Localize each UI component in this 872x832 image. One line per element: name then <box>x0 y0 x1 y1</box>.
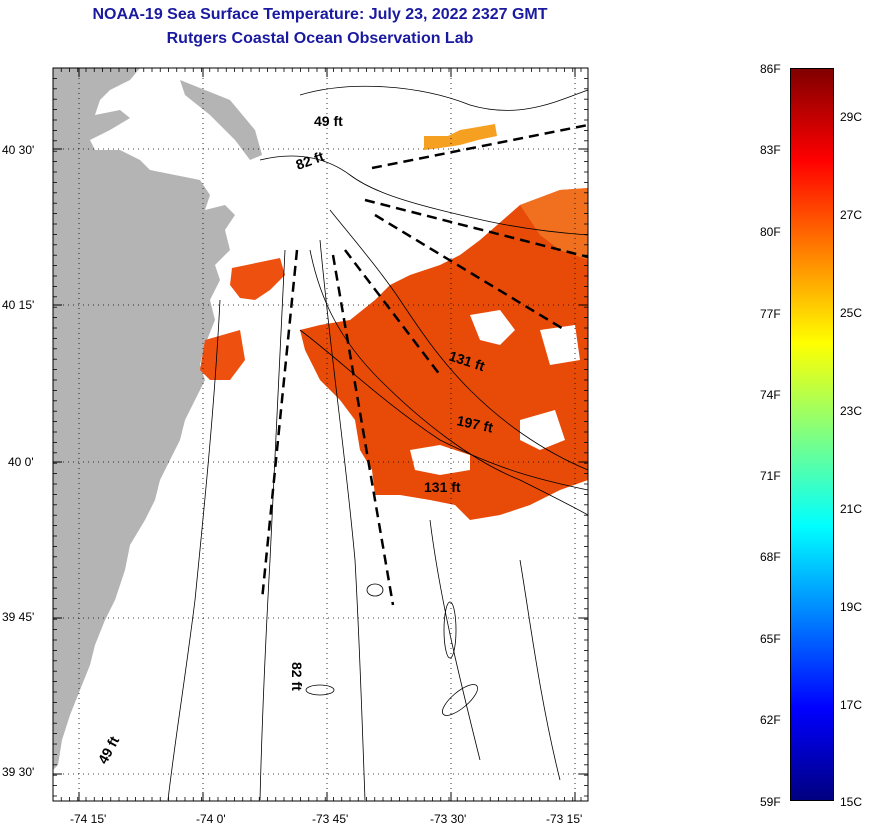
lon-tick-label: -73 30' <box>430 812 467 826</box>
temperature-colorbar <box>790 68 834 801</box>
colorbar-f-label: 59F <box>760 795 781 809</box>
depth-label: 82 ft <box>289 662 305 691</box>
colorbar-c-label: 21C <box>840 502 863 516</box>
sst-patch-coast <box>230 258 285 300</box>
colorbar-f-label: 77F <box>760 307 781 321</box>
lat-tick-label: 40 15' <box>2 298 35 312</box>
lon-tick-label: -73 45' <box>312 812 349 826</box>
map-subtitle: Rutgers Coastal Ocean Observation Lab <box>166 30 474 47</box>
sst-patch-coast-small <box>200 330 245 380</box>
colorbar-c-label: 19C <box>840 600 863 614</box>
colorbar-f-label: 65F <box>760 632 781 646</box>
colorbar-c-label: 15C <box>840 795 863 809</box>
land-spit <box>180 80 262 160</box>
colorbar-c-label: 27C <box>840 208 863 222</box>
bathymetry-contours <box>167 85 589 801</box>
colorbar-c-label: 17C <box>840 698 863 712</box>
colorbar-f-label: 71F <box>760 469 781 483</box>
sst-patch-main <box>300 188 588 520</box>
depth-label: 197 ft <box>455 412 494 435</box>
colorbar-f-label: 74F <box>760 388 781 402</box>
depth-label: 131 ft <box>424 479 461 495</box>
colorbar-c-label: 29C <box>840 110 863 124</box>
map-title: NOAA-19 Sea Surface Temperature: July 23… <box>92 6 548 23</box>
colorbar-c-label: 23C <box>840 404 863 418</box>
map-border <box>52 67 589 802</box>
colorbar-f-label: 80F <box>760 225 781 239</box>
sst-patch-north <box>424 124 497 150</box>
lat-tick-label: 39 45' <box>2 610 35 624</box>
lat-tick-label: 40 30' <box>2 143 35 157</box>
lon-tick-label: -74 0' <box>196 812 226 826</box>
transect-lines <box>260 123 589 606</box>
data-gap <box>410 445 470 475</box>
data-gap <box>470 310 515 345</box>
colorbar-c-label: 25C <box>840 306 863 320</box>
colorbar-f-label: 62F <box>760 713 781 727</box>
data-gap <box>540 325 580 365</box>
colorbar-f-label: 86F <box>760 62 781 76</box>
lat-tick-label: 39 30' <box>2 765 35 779</box>
lon-tick-label: -73 15' <box>546 812 583 826</box>
lat-tick-label: 40 0' <box>8 455 34 469</box>
graticule <box>53 68 588 801</box>
colorbar-f-label: 83F <box>760 143 781 157</box>
map-ticks <box>52 67 588 801</box>
lon-tick-label: -74 15' <box>70 812 107 826</box>
sst-patch-east-orange <box>520 188 588 260</box>
land-area <box>53 68 235 770</box>
depth-label: 49 ft <box>314 113 343 129</box>
colorbar-f-label: 68F <box>760 550 781 564</box>
